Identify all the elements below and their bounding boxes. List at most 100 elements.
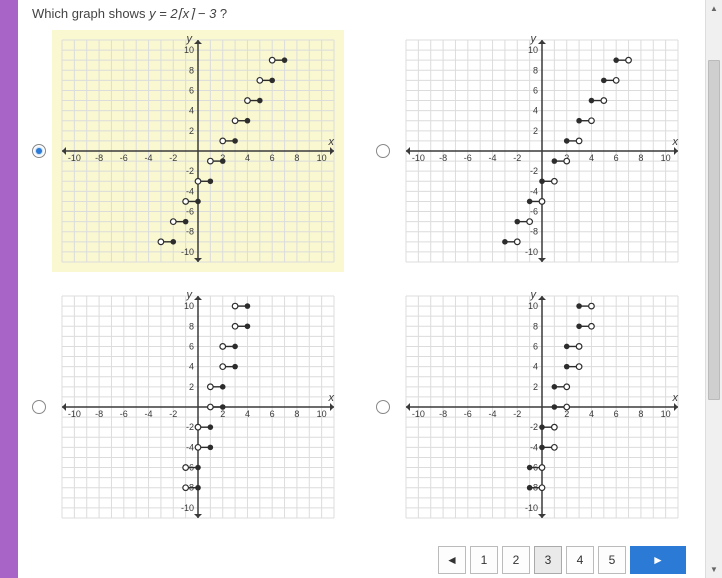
- radio-B[interactable]: [376, 144, 390, 158]
- graph-A: -10-8-6-4-2246810-10-8-6-4-2246810xy: [58, 36, 338, 266]
- svg-text:2: 2: [220, 409, 225, 419]
- svg-text:-10: -10: [412, 153, 425, 163]
- pager-page-4[interactable]: 4: [566, 546, 594, 574]
- graph-wrap-C: -10-8-6-4-2246810-10-8-6-4-2246810xy: [52, 286, 344, 528]
- svg-text:-2: -2: [513, 153, 521, 163]
- option-B[interactable]: -10-8-6-4-2246810-10-8-6-4-2246810xy: [376, 30, 690, 272]
- svg-text:10: 10: [528, 301, 538, 311]
- svg-text:x: x: [672, 392, 679, 404]
- svg-text:8: 8: [638, 153, 643, 163]
- svg-text:6: 6: [614, 153, 619, 163]
- option-D[interactable]: -10-8-6-4-2246810-10-8-6-4-2246810xy: [376, 286, 690, 528]
- sidebar-accent: [0, 0, 18, 578]
- question-text: Which graph shows y = 2⌈x⌉ − 3 ?: [32, 6, 676, 22]
- svg-text:-4: -4: [186, 442, 194, 452]
- svg-text:x: x: [672, 136, 679, 148]
- svg-text:-10: -10: [525, 247, 538, 257]
- svg-text:-2: -2: [186, 166, 194, 176]
- svg-text:x: x: [328, 136, 335, 148]
- graph-D: -10-8-6-4-2246810-10-8-6-4-2246810xy: [402, 292, 682, 522]
- option-C[interactable]: -10-8-6-4-2246810-10-8-6-4-2246810xy: [32, 286, 352, 528]
- svg-text:8: 8: [638, 409, 643, 419]
- svg-text:-4: -4: [530, 442, 538, 452]
- svg-text:-4: -4: [186, 186, 194, 196]
- svg-text:4: 4: [245, 409, 250, 419]
- svg-text:4: 4: [589, 409, 594, 419]
- svg-text:-6: -6: [464, 409, 472, 419]
- svg-text:-8: -8: [95, 153, 103, 163]
- graph-wrap-B: -10-8-6-4-2246810-10-8-6-4-2246810xy: [396, 30, 688, 272]
- svg-text:6: 6: [533, 85, 538, 95]
- svg-text:4: 4: [245, 153, 250, 163]
- svg-text:-4: -4: [145, 153, 153, 163]
- graph-wrap-A: -10-8-6-4-2246810-10-8-6-4-2246810xy: [52, 30, 344, 272]
- svg-text:8: 8: [189, 65, 194, 75]
- pager: ◄ 1 2 3 4 5 ►: [438, 546, 686, 574]
- svg-text:10: 10: [184, 45, 194, 55]
- svg-text:10: 10: [317, 409, 327, 419]
- scroll-up-icon[interactable]: ▲: [706, 0, 722, 17]
- svg-text:-2: -2: [513, 409, 521, 419]
- svg-text:-8: -8: [439, 153, 447, 163]
- svg-text:-4: -4: [489, 409, 497, 419]
- radio-A[interactable]: [32, 144, 46, 158]
- radio-D[interactable]: [376, 400, 390, 414]
- svg-text:4: 4: [533, 106, 538, 116]
- scroll-down-icon[interactable]: ▼: [706, 561, 722, 578]
- svg-text:2: 2: [533, 382, 538, 392]
- svg-text:10: 10: [317, 153, 327, 163]
- svg-text:-6: -6: [120, 153, 128, 163]
- svg-text:-8: -8: [439, 409, 447, 419]
- svg-text:-6: -6: [120, 409, 128, 419]
- svg-text:-2: -2: [186, 422, 194, 432]
- svg-text:2: 2: [564, 409, 569, 419]
- svg-text:2: 2: [189, 126, 194, 136]
- svg-text:-10: -10: [525, 503, 538, 513]
- svg-text:10: 10: [661, 409, 671, 419]
- question-suffix: ?: [220, 6, 227, 21]
- pager-page-5[interactable]: 5: [598, 546, 626, 574]
- svg-text:6: 6: [189, 85, 194, 95]
- svg-text:6: 6: [270, 409, 275, 419]
- pager-page-2[interactable]: 2: [502, 546, 530, 574]
- svg-text:10: 10: [661, 153, 671, 163]
- svg-text:8: 8: [189, 321, 194, 331]
- viewport: Which graph shows y = 2⌈x⌉ − 3 ? -10 -8 -6…: [0, 0, 722, 578]
- svg-text:-10: -10: [68, 409, 81, 419]
- graph-wrap-D: -10-8-6-4-2246810-10-8-6-4-2246810xy: [396, 286, 688, 528]
- pager-next[interactable]: ►: [630, 546, 686, 574]
- svg-text:4: 4: [589, 153, 594, 163]
- svg-text:8: 8: [533, 321, 538, 331]
- svg-text:8: 8: [294, 153, 299, 163]
- pager-page-3[interactable]: 3: [534, 546, 562, 574]
- svg-text:6: 6: [614, 409, 619, 419]
- graph-C: -10-8-6-4-2246810-10-8-6-4-2246810xy: [58, 292, 338, 522]
- svg-text:-2: -2: [530, 166, 538, 176]
- vertical-scrollbar[interactable]: ▲ ▼: [705, 0, 722, 578]
- svg-text:-6: -6: [530, 207, 538, 217]
- pager-prev[interactable]: ◄: [438, 546, 466, 574]
- question-prefix: Which graph shows: [32, 6, 149, 21]
- svg-text:-10: -10: [68, 153, 81, 163]
- svg-text:x: x: [328, 392, 335, 404]
- svg-text:4: 4: [189, 362, 194, 372]
- svg-text:6: 6: [270, 153, 275, 163]
- svg-text:10: 10: [184, 301, 194, 311]
- question-equation: y = 2⌈x⌉ − 3: [149, 6, 216, 21]
- svg-text:-10: -10: [412, 409, 425, 419]
- svg-text:2: 2: [533, 126, 538, 136]
- svg-text:-2: -2: [169, 153, 177, 163]
- svg-text:-4: -4: [489, 153, 497, 163]
- svg-text:-6: -6: [186, 207, 194, 217]
- svg-text:2: 2: [189, 382, 194, 392]
- radio-C[interactable]: [32, 400, 46, 414]
- scroll-thumb[interactable]: [708, 60, 720, 400]
- content-area: Which graph shows y = 2⌈x⌉ − 3 ? -10 -8 -6…: [18, 0, 690, 578]
- svg-text:-2: -2: [169, 409, 177, 419]
- svg-text:-8: -8: [186, 227, 194, 237]
- svg-text:10: 10: [528, 45, 538, 55]
- svg-text:-2: -2: [530, 422, 538, 432]
- options-grid: -10-8-6-4-2246810-10-8-6-4-2246810xy-10-…: [32, 30, 676, 528]
- option-A[interactable]: -10-8-6-4-2246810-10-8-6-4-2246810xy: [32, 30, 352, 272]
- pager-page-1[interactable]: 1: [470, 546, 498, 574]
